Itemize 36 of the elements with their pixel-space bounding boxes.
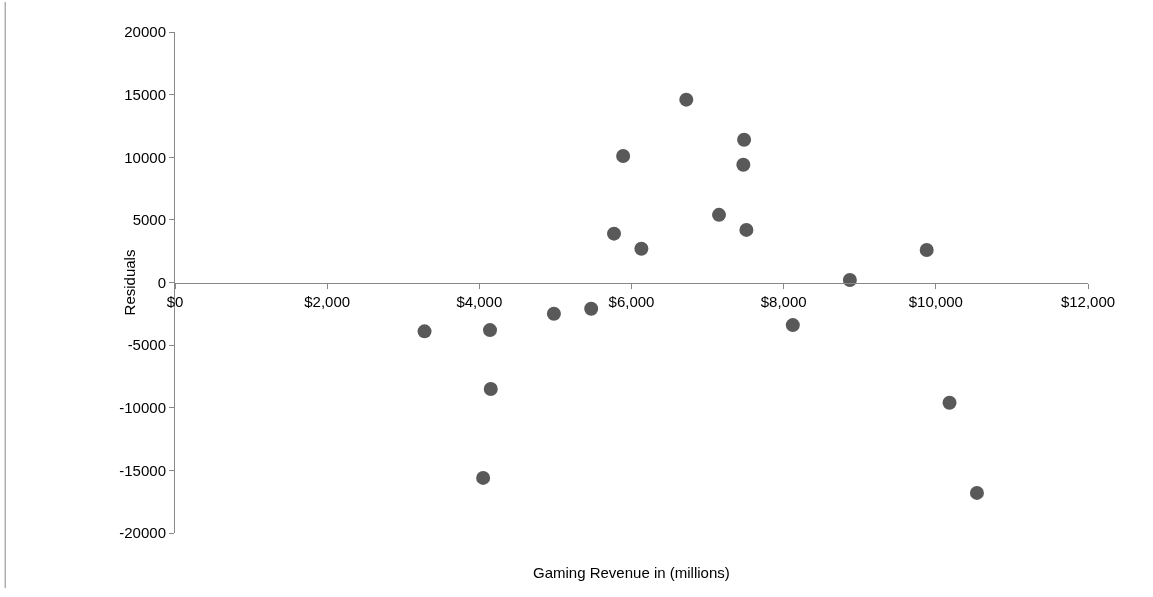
- x-tick-label: $6,000: [608, 292, 655, 310]
- point: [476, 470, 491, 485]
- y-axis-title: Residuals: [121, 249, 138, 316]
- y-tick-label: -15000: [119, 461, 166, 479]
- x-tick-label: $0: [166, 292, 184, 310]
- point: [483, 323, 497, 338]
- point: [546, 306, 561, 321]
- point: [942, 395, 957, 410]
- y-tick-label: 5000: [132, 211, 166, 229]
- x-tick-label: $4,000: [456, 292, 503, 310]
- point: [483, 381, 498, 396]
- point: [919, 242, 934, 257]
- point: [785, 318, 800, 333]
- point: [736, 157, 751, 172]
- point: [616, 149, 631, 163]
- point: [634, 241, 649, 256]
- point: [584, 301, 599, 316]
- y-tick-label: -5000: [127, 336, 166, 354]
- x-tick-label: $10,000: [908, 292, 963, 310]
- y-tick-label: 10000: [124, 148, 166, 166]
- point: [969, 485, 984, 500]
- y-tick-label: 0: [157, 273, 166, 291]
- point: [607, 226, 621, 241]
- x-tick-label: $2,000: [304, 292, 351, 310]
- x-axis-title: Gaming Revenue in (millions): [533, 564, 730, 581]
- point: [712, 207, 726, 222]
- x-tick-label: $8,000: [760, 292, 807, 310]
- y-tick-label: -10000: [119, 399, 166, 416]
- y-tick-label: 15000: [124, 85, 166, 103]
- point: [739, 222, 754, 237]
- point: [737, 132, 752, 147]
- y-tick-label: -20000: [119, 524, 166, 542]
- x-tick-label: $12,000: [1060, 292, 1116, 310]
- point: [679, 92, 694, 107]
- y-tick-label: 20000: [124, 23, 166, 41]
- point: [417, 324, 432, 339]
